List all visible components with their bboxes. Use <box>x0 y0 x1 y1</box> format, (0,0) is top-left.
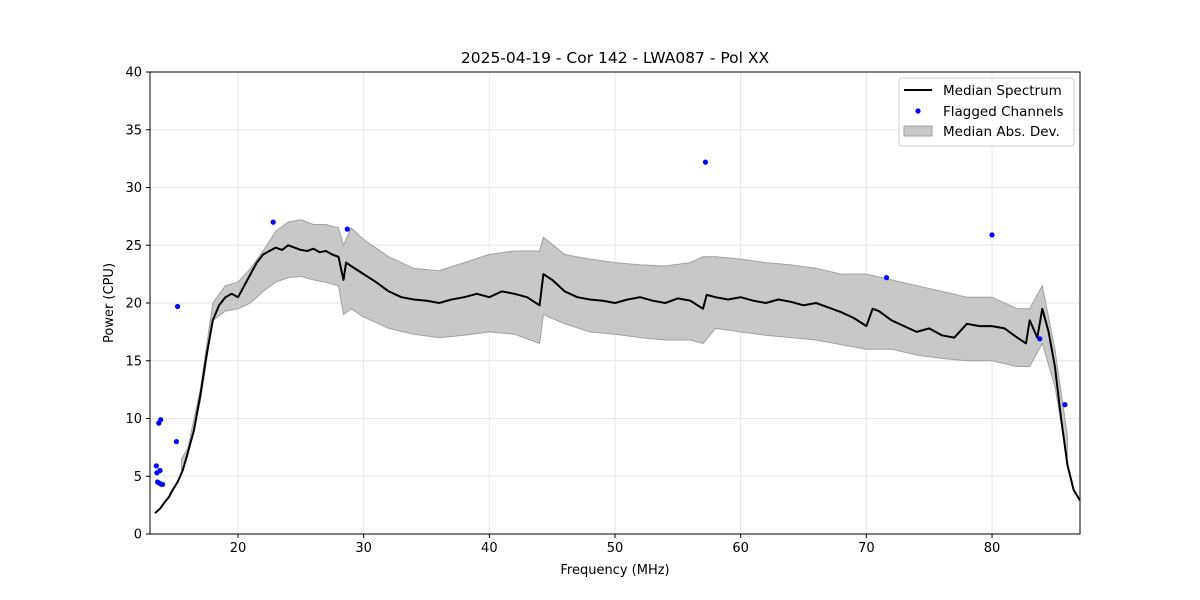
flagged-channel-point <box>989 232 995 238</box>
y-tick-label: 20 <box>125 297 142 312</box>
x-tick-label: 40 <box>481 541 498 556</box>
legend-median-label: Median Spectrum <box>943 83 1062 99</box>
median-spectrum-line <box>154 244 1081 514</box>
legend: Median Spectrum Flagged Channels Median … <box>898 77 1075 147</box>
y-tick-label: 10 <box>125 412 142 427</box>
axis-ticks: 20 30 40 50 60 70 80 0 5 10 15 20 25 30 35 40 <box>125 66 1000 557</box>
flagged-channel-point <box>1062 402 1068 408</box>
x-tick-label: 70 <box>858 541 875 556</box>
legend-flagged-swatch <box>915 108 921 114</box>
flagged-channel-point <box>153 463 159 469</box>
plot-area <box>153 159 1081 514</box>
flagged-channel-point <box>160 481 166 487</box>
x-tick-label: 20 <box>230 541 247 556</box>
flagged-channel-point <box>883 275 890 281</box>
y-axis-label: Power (CPU) <box>102 263 117 343</box>
flagged-channel-point <box>270 219 276 225</box>
y-tick-label: 25 <box>125 239 142 254</box>
flagged-channel-point <box>1037 336 1043 342</box>
y-tick-label: 15 <box>125 354 142 369</box>
flagged-channel-point <box>173 439 179 445</box>
flagged-channel-point <box>157 467 163 474</box>
y-tick-label: 30 <box>125 181 142 196</box>
chart-title: 2025-04-19 - Cor 142 - LWA087 - Pol XX <box>461 49 770 67</box>
flagged-channel-point <box>175 303 181 310</box>
legend-box <box>898 77 1075 147</box>
x-tick-label: 30 <box>355 541 372 556</box>
x-tick-label: 50 <box>607 541 624 556</box>
flagged-channel-point <box>158 417 164 423</box>
y-tick-label: 0 <box>134 528 142 543</box>
x-tick-label: 80 <box>984 541 1001 556</box>
x-axis-label: Frequency (MHz) <box>560 563 669 578</box>
flagged-channel-point <box>344 226 350 232</box>
legend-mad-swatch <box>903 125 933 137</box>
legend-flagged-label: Flagged Channels <box>943 104 1064 120</box>
y-tick-label: 5 <box>134 470 142 485</box>
y-tick-label: 40 <box>125 66 142 81</box>
flagged-channel-point <box>702 159 709 165</box>
y-tick-label: 35 <box>125 123 142 138</box>
legend-mad-label: Median Abs. Dev. <box>943 124 1060 140</box>
x-tick-label: 60 <box>732 541 749 556</box>
